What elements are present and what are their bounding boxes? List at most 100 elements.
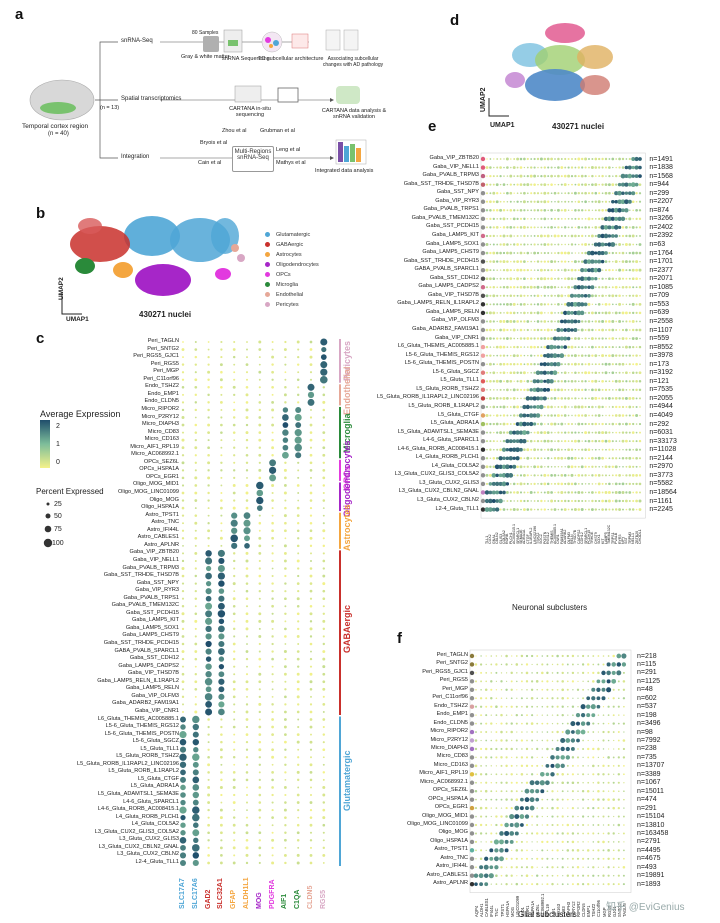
panel-f-dot bbox=[475, 798, 477, 801]
panel-f-dot bbox=[561, 688, 564, 692]
panel-c-dot bbox=[246, 348, 248, 351]
panel-c-dot bbox=[309, 461, 313, 465]
panel-c-dot bbox=[207, 537, 210, 540]
panel-f-dot bbox=[485, 841, 487, 843]
panel-f-dot bbox=[567, 705, 569, 708]
panel-f-row-dot bbox=[469, 881, 475, 887]
panel-f-dot bbox=[521, 663, 523, 666]
panel-f-dot bbox=[478, 873, 484, 879]
multi-regions-box: Multi-Regions snRNA-Seq bbox=[232, 146, 274, 172]
panel-f-dot bbox=[484, 747, 488, 751]
panel-f-dot bbox=[561, 840, 564, 844]
panel-f-dot bbox=[475, 815, 477, 818]
panel-f-dot bbox=[530, 696, 534, 700]
panel-f-dot bbox=[622, 865, 626, 869]
panel-c-dot bbox=[271, 575, 274, 578]
panel-c-dot bbox=[205, 565, 212, 572]
panel-c-dot bbox=[245, 635, 249, 638]
panel-f-dot bbox=[587, 689, 589, 691]
panel-f-dot bbox=[524, 788, 530, 794]
panel-f-dot bbox=[546, 705, 549, 708]
panel-f-dot bbox=[582, 782, 584, 784]
panel-f-dot bbox=[617, 866, 620, 869]
panel-c-dot bbox=[232, 627, 236, 631]
panel-f-dot bbox=[556, 722, 559, 725]
panel-f-n-label: n=15104 bbox=[637, 813, 665, 821]
panel-f-dot bbox=[515, 798, 519, 801]
panel-c-dot bbox=[181, 446, 185, 450]
panel-f-dot bbox=[597, 883, 600, 885]
panel-f-dot bbox=[505, 722, 508, 725]
panel-f-dot bbox=[536, 739, 538, 742]
panel-c-dot bbox=[245, 741, 249, 744]
panel-b-letter: b bbox=[36, 205, 46, 222]
panel-f-dot bbox=[592, 680, 595, 683]
panel-f-dot bbox=[536, 714, 538, 716]
panel-f-dot bbox=[592, 663, 595, 666]
panel-c-dot bbox=[194, 559, 197, 562]
panel-c-dot bbox=[297, 537, 300, 540]
panel-f-dot bbox=[623, 705, 625, 708]
panel-c-dot bbox=[283, 672, 287, 676]
panel-f-dot bbox=[546, 739, 549, 742]
panel-f-dot bbox=[561, 713, 564, 717]
panel-f-dot bbox=[561, 696, 564, 700]
panel-f-dot bbox=[485, 765, 487, 767]
panel-f-dot bbox=[597, 714, 600, 716]
panel-c-dot bbox=[309, 476, 313, 479]
panel-c-dot bbox=[258, 725, 262, 729]
panel-c-dot bbox=[296, 378, 300, 382]
panel-f-dot bbox=[500, 680, 503, 683]
panel-c-dot bbox=[220, 423, 223, 427]
panel-c-dot bbox=[309, 612, 313, 616]
panel-c-dot bbox=[284, 695, 287, 699]
panel-f-dot bbox=[602, 663, 605, 666]
panel-f-dot bbox=[529, 805, 535, 811]
panel-f-dot bbox=[485, 697, 488, 700]
panel-f-dot bbox=[516, 875, 518, 877]
panel-f-dot bbox=[479, 773, 483, 776]
panel-c-dot bbox=[179, 753, 187, 761]
panel-f-dot bbox=[560, 755, 565, 760]
panel-c-dot bbox=[271, 529, 274, 533]
panel-f-dot bbox=[520, 866, 523, 869]
panel-c-dot bbox=[322, 529, 326, 533]
panel-c-dot bbox=[322, 400, 326, 404]
panel-c-dot bbox=[309, 748, 313, 751]
panel-f-dot bbox=[597, 823, 600, 827]
panel-f-dot bbox=[577, 832, 579, 835]
panel-f-dot bbox=[551, 866, 554, 869]
panel-c-dot bbox=[204, 693, 213, 701]
panel-f-dot bbox=[485, 663, 487, 666]
panel-c-dot bbox=[271, 627, 274, 630]
panel-f-n-label: n=4675 bbox=[637, 855, 661, 863]
panel-f-dot bbox=[551, 747, 554, 750]
panel-f-dot bbox=[551, 849, 554, 852]
panel-c-dot bbox=[181, 401, 185, 404]
panel-f-dot bbox=[530, 773, 534, 776]
panel-f-row-label: Astro_CABLES1 bbox=[426, 871, 468, 878]
panel-f-dot bbox=[546, 823, 549, 827]
panel-c-dot bbox=[194, 446, 198, 450]
panel-c-dot bbox=[218, 708, 225, 716]
panel-f-dot bbox=[510, 730, 513, 734]
panel-f-dot bbox=[536, 841, 538, 843]
panel-f-dot bbox=[510, 883, 513, 885]
panel-c-dot bbox=[283, 393, 287, 397]
panel-f-dot bbox=[602, 807, 605, 809]
panel-c-dot bbox=[322, 522, 325, 525]
panel-f-dot bbox=[536, 773, 538, 775]
panel-c-dot bbox=[244, 543, 250, 549]
panel-f-dot bbox=[587, 832, 590, 835]
panel-c-dot bbox=[309, 484, 313, 487]
panel-c-dot bbox=[297, 348, 300, 351]
panel-f-row-label: Endo_CLDN5 bbox=[433, 719, 468, 726]
panel-f-dot bbox=[582, 764, 584, 767]
panel-f-dot bbox=[613, 773, 615, 775]
panel-c-dot bbox=[181, 423, 185, 427]
panel-c-dot bbox=[284, 521, 287, 525]
panel-f-n-label: n=48 bbox=[637, 686, 653, 694]
panel-f-dot bbox=[509, 813, 515, 820]
panel-c-dot bbox=[309, 363, 313, 367]
panel-c-dot bbox=[271, 400, 275, 404]
